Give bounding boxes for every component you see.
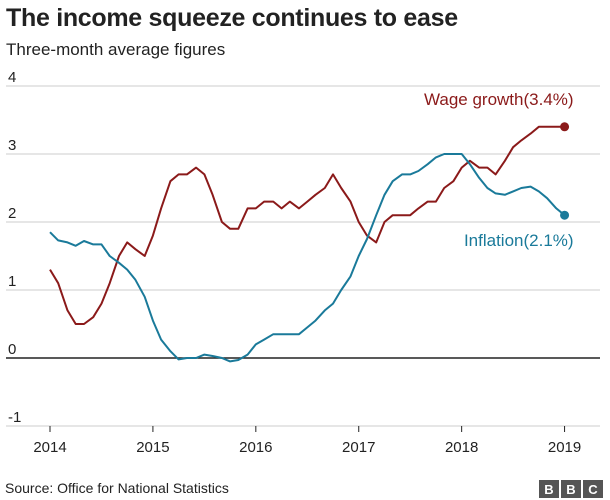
source-note: Source: Office for National Statistics — [5, 480, 229, 496]
y-tick-label: 3 — [8, 137, 16, 154]
chart-title: The income squeeze continues to ease — [6, 4, 458, 32]
y-tick-label: 1 — [8, 273, 16, 290]
series-endpoint — [560, 122, 570, 132]
series-label: Inflation(2.1%) — [464, 231, 574, 250]
series-line-inflation — [49, 153, 566, 363]
bbc-logo-letter: C — [583, 480, 603, 498]
gridlines — [6, 85, 600, 427]
x-tick-label: 2014 — [33, 439, 66, 456]
bbc-logo-letter: B — [539, 480, 559, 498]
y-tick-label: 2 — [8, 205, 16, 222]
series-label: Wage growth(3.4%) — [424, 90, 574, 109]
bbc-logo: B B C — [539, 480, 603, 498]
x-tick-label: 2016 — [239, 439, 272, 456]
bbc-logo-letter: B — [561, 480, 581, 498]
y-tick-label: 4 — [8, 69, 16, 86]
x-axis-tick-labels: 2014 2015 2016 2017 2018 2019 — [33, 426, 581, 456]
x-tick-label: 2017 — [342, 439, 375, 456]
series-labels: Wage growth(3.4%) Inflation(2.1%) — [424, 90, 574, 250]
x-tick-label: 2015 — [136, 439, 169, 456]
y-tick-label: 0 — [8, 341, 16, 358]
series-line-wage-growth — [49, 125, 565, 325]
x-tick-label: 2018 — [445, 439, 478, 456]
chart-subtitle: Three-month average figures — [6, 40, 226, 59]
y-tick-label: -1 — [8, 409, 21, 426]
x-tick-label: 2019 — [548, 439, 581, 456]
series-lines — [49, 122, 570, 363]
series-endpoint — [560, 210, 570, 220]
y-axis-tick-labels: -1 0 1 2 3 4 — [8, 69, 21, 426]
